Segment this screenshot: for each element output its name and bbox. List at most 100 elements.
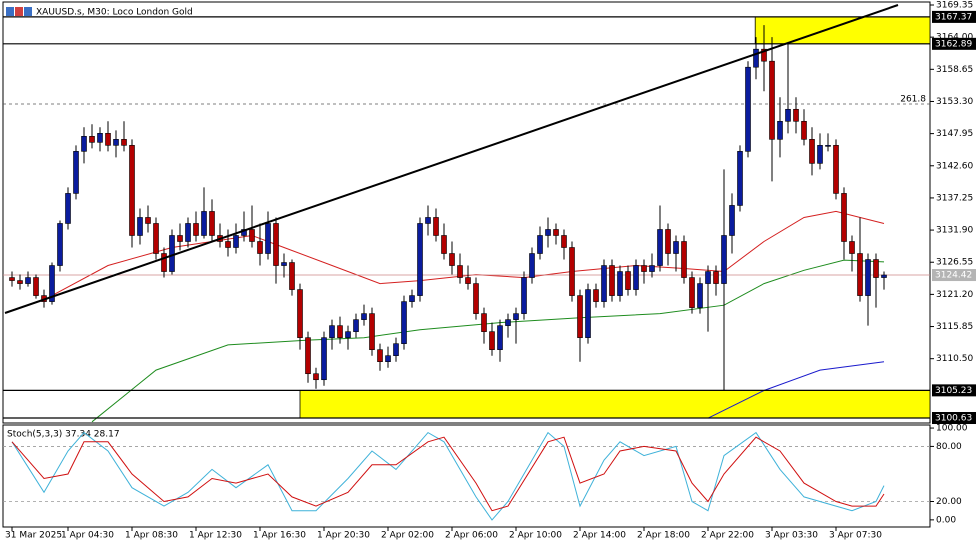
candle-body [369, 313, 375, 350]
candle-body [193, 223, 199, 236]
candle-body [425, 217, 431, 224]
candle-body [441, 235, 447, 254]
candle-body [377, 349, 383, 362]
zone [754, 16, 931, 45]
candle-body [129, 145, 135, 236]
x-tick-label: 2 Apr 02:00 [381, 531, 434, 541]
candle-body [593, 289, 599, 302]
x-tick-label: 1 Apr 08:30 [125, 531, 178, 541]
candle-body [745, 66, 751, 152]
fib-label: 261.8 [900, 94, 926, 104]
candle-body [273, 223, 279, 266]
stoch-line [11, 436, 885, 512]
candle-body [321, 337, 327, 381]
candle-body [57, 223, 63, 266]
candle-body [121, 139, 127, 146]
candle-body [521, 277, 527, 314]
candle-body [505, 319, 511, 326]
candle-body [721, 235, 727, 284]
candle-body [89, 136, 95, 143]
candle-body [433, 217, 439, 236]
y-tick-label: 3169.35 [936, 1, 973, 11]
current-price-label-box [932, 269, 976, 282]
candle-body [753, 48, 759, 68]
candle-body [177, 235, 183, 242]
x-tick-label: 2 Apr 14:00 [573, 531, 626, 541]
candle-body [25, 277, 31, 284]
level-label-box [932, 412, 976, 425]
candle-body [401, 301, 407, 344]
candle-body [409, 295, 415, 302]
y-tick-label: 3164.00 [936, 33, 973, 43]
zone [299, 389, 931, 419]
x-tick-label: 1 Apr 20:30 [317, 531, 370, 541]
candle-body [545, 229, 551, 236]
candle-body [65, 193, 71, 224]
moving-average [707, 361, 885, 419]
candle-body [361, 313, 367, 320]
y-tick-label: 3131.90 [936, 226, 973, 236]
candle-body [737, 151, 743, 206]
candle-body [641, 265, 647, 272]
candle-body [625, 271, 631, 290]
candle-body [553, 229, 559, 236]
candle-body [449, 253, 455, 266]
candle-body [169, 235, 175, 272]
candle-body [497, 325, 503, 350]
main-frame [2, 1, 931, 424]
candle-body [785, 108, 791, 122]
candle-body [657, 229, 663, 266]
candle-body [769, 60, 775, 140]
x-tick-label: 31 Mar 2025 [5, 531, 62, 541]
stoch-line [11, 431, 885, 521]
level-label-box [932, 384, 976, 397]
trendline [4, 4, 899, 314]
symbol-icon [6, 7, 32, 16]
candle-body [801, 120, 807, 140]
x-tick-label: 1 Apr 12:30 [189, 531, 242, 541]
candle-body [529, 253, 535, 278]
candle-body [353, 319, 359, 332]
x-tick-label: 2 Apr 10:00 [509, 531, 562, 541]
candle-body [297, 289, 303, 338]
x-tick-label: 3 Apr 07:30 [829, 531, 882, 541]
candle-body [601, 265, 607, 302]
x-tick-label: 2 Apr 06:00 [445, 531, 498, 541]
candle-body [537, 235, 543, 254]
chart-title: XAUUSD.s, M30: Loco London Gold [36, 8, 193, 18]
candle-body [105, 133, 111, 146]
candle-body [9, 277, 15, 281]
candle-body [841, 193, 847, 242]
y-tick-label: 3121.20 [936, 290, 973, 300]
candle-body [849, 241, 855, 254]
candle-body [385, 355, 391, 362]
candle-body [201, 211, 207, 236]
candle-body [161, 253, 167, 272]
candle-body [465, 277, 471, 284]
indicator-tick-label: 0.00 [936, 515, 956, 525]
indicator-tick-label: 80.00 [936, 442, 962, 452]
y-tick-label: 3126.55 [936, 258, 973, 268]
candle-body [137, 217, 143, 236]
candle-body [393, 343, 399, 356]
candle-body [729, 205, 735, 236]
candle-body [17, 280, 23, 284]
candle-body [873, 259, 879, 278]
candle-body [73, 151, 79, 194]
candle-body [881, 274, 887, 278]
y-tick-label: 3110.50 [936, 354, 973, 364]
candle-body [313, 373, 319, 381]
candle-body [561, 235, 567, 248]
indicator-frame [2, 424, 931, 528]
candle-body [281, 262, 287, 266]
candle-body [329, 325, 335, 338]
candle-body [833, 145, 839, 194]
indicator-label: Stoch(5,3,3) 37.34 28.17 [7, 430, 120, 440]
candle-body [569, 247, 575, 296]
moving-average [91, 259, 885, 423]
candle-body [257, 241, 263, 254]
candle-body [585, 289, 591, 338]
candle-body [617, 271, 623, 296]
candle-body [265, 223, 271, 254]
